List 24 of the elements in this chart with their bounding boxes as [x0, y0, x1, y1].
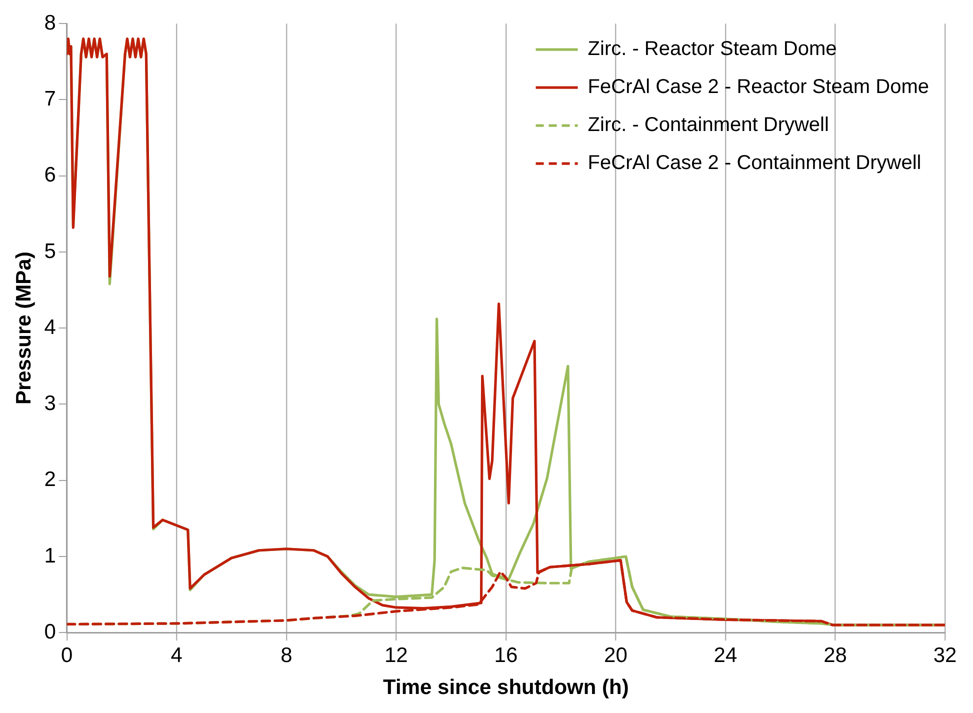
y-axis-title: Pressure (MPa) [12, 252, 36, 405]
legend-label: FeCrAl Case 2 - Containment Drywell [588, 152, 922, 174]
legend-label: FeCrAl Case 2 - Reactor Steam Dome [588, 76, 930, 98]
y-tick-label: 5 [44, 240, 56, 263]
y-tick-label: 6 [44, 164, 56, 187]
x-tick-label: 12 [384, 644, 408, 667]
x-tick-label: 4 [170, 644, 183, 667]
x-tick-label: 0 [61, 644, 73, 667]
x-tick-label: 32 [933, 644, 957, 667]
y-tick-label: 8 [44, 11, 56, 34]
legend-label: Zirc. - Containment Drywell [588, 114, 829, 136]
x-tick-label: 8 [280, 644, 292, 667]
x-axis-title: Time since shutdown (h) [383, 676, 629, 700]
y-tick-label: 7 [44, 88, 56, 111]
x-tick-label: 20 [604, 644, 628, 667]
y-tick-label: 0 [44, 620, 56, 644]
x-tick-label: 16 [494, 644, 518, 667]
x-tick-label: 24 [714, 644, 738, 667]
y-tick-label: 4 [44, 316, 56, 339]
x-tick-label: 28 [824, 644, 847, 667]
legend-label: Zirc. - Reactor Steam Dome [588, 38, 837, 60]
y-tick-label: 3 [44, 392, 56, 416]
y-tick-label: 2 [44, 468, 56, 492]
y-tick-label: 1 [44, 544, 56, 568]
